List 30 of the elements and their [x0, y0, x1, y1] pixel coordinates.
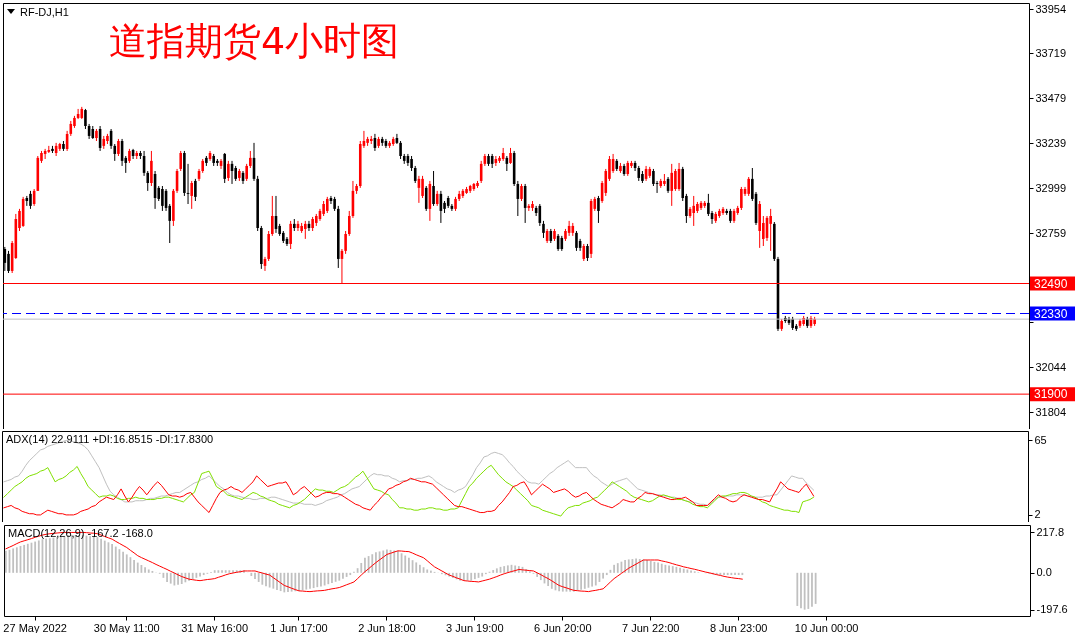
x-tick-label: 10 Jun 00:00	[794, 621, 859, 634]
y-tick-label: 33954	[1035, 2, 1067, 15]
chart-subtitle: RF-DJ,H1	[20, 6, 69, 18]
x-tick-label: 6 Jun 20:00	[534, 621, 592, 634]
x-tick-label: 2 Jun 18:00	[358, 621, 416, 634]
y-tick-label: 33719	[1035, 46, 1067, 59]
y-tick-label: 32759	[1035, 226, 1067, 239]
chart-title: 道指期货4小时图	[109, 19, 400, 63]
x-tick-label: 7 Jun 22:00	[622, 621, 680, 634]
x-tick-label: 30 May 11:00	[93, 621, 160, 634]
x-tick-label: 3 Jun 19:00	[446, 621, 504, 634]
y-tick-label: 32999	[1035, 181, 1067, 194]
y-tick-label: 2	[1034, 508, 1041, 521]
x-tick-label: 1 Jun 17:00	[270, 621, 328, 634]
y-tick-label: -197.6	[1036, 603, 1068, 616]
x-tick-label: 8 Jun 23:00	[709, 621, 768, 634]
y-tick-label: 32044	[1035, 360, 1067, 373]
ref-line-label: 31900	[1034, 387, 1068, 402]
ref-line-label: 32490	[1034, 276, 1068, 291]
y-tick-label: 31804	[1035, 405, 1067, 418]
chart-title: ADX(14) 22.9111 +DI:16.8515 -DI:17.8300	[6, 433, 214, 445]
x-tick-label: 31 May 16:00	[181, 621, 249, 634]
y-tick-label: 65	[1034, 433, 1047, 446]
y-tick-label: 33239	[1035, 136, 1067, 149]
chart-title: MACD(12,26,9) -167.2 -168.0	[8, 527, 153, 539]
y-tick-label: 33479	[1035, 91, 1067, 104]
y-tick-label: 0.0	[1036, 566, 1052, 579]
x-tick-label: 27 May 2022	[3, 621, 67, 634]
y-tick-label: 217.8	[1036, 525, 1065, 538]
ref-line-label: 32330	[1034, 306, 1068, 321]
